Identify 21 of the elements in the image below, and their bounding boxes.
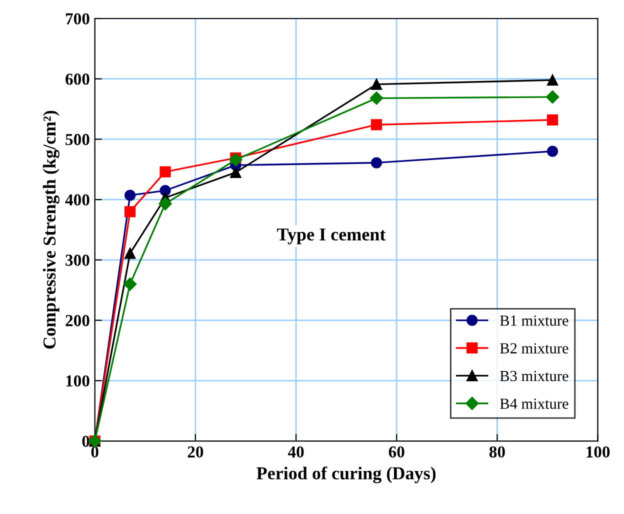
x-tick-label: 20 bbox=[188, 446, 204, 458]
x-axis-title: Period of curing (Days) bbox=[256, 466, 436, 484]
y-axis-title: Compressive Strength (kg/cm²) bbox=[42, 110, 60, 349]
y-tick-label: 600 bbox=[66, 74, 90, 85]
x-tick-label: 100 bbox=[586, 446, 610, 458]
legend-label: B1 mixture bbox=[500, 316, 568, 326]
x-tick-label: 80 bbox=[489, 446, 505, 458]
y-tick-label: 100 bbox=[66, 375, 90, 387]
legend-label: B3 mixture bbox=[500, 370, 568, 382]
y-tick-label: 700 bbox=[66, 13, 90, 24]
x-tick-label: 40 bbox=[288, 446, 304, 458]
y-tick-label: 500 bbox=[66, 134, 90, 146]
legend-label: B4 mixture bbox=[500, 398, 568, 409]
y-tick-label: 300 bbox=[66, 254, 90, 266]
legend-label: B2 mixture bbox=[500, 343, 568, 354]
x-tick-label: 60 bbox=[388, 446, 404, 458]
annotation: Type I cement bbox=[277, 228, 386, 244]
y-tick-label: 0 bbox=[82, 436, 90, 447]
y-tick-label: 400 bbox=[65, 194, 90, 206]
y-tick-label: 200 bbox=[66, 314, 90, 326]
x-tick-label: 0 bbox=[91, 446, 98, 458]
